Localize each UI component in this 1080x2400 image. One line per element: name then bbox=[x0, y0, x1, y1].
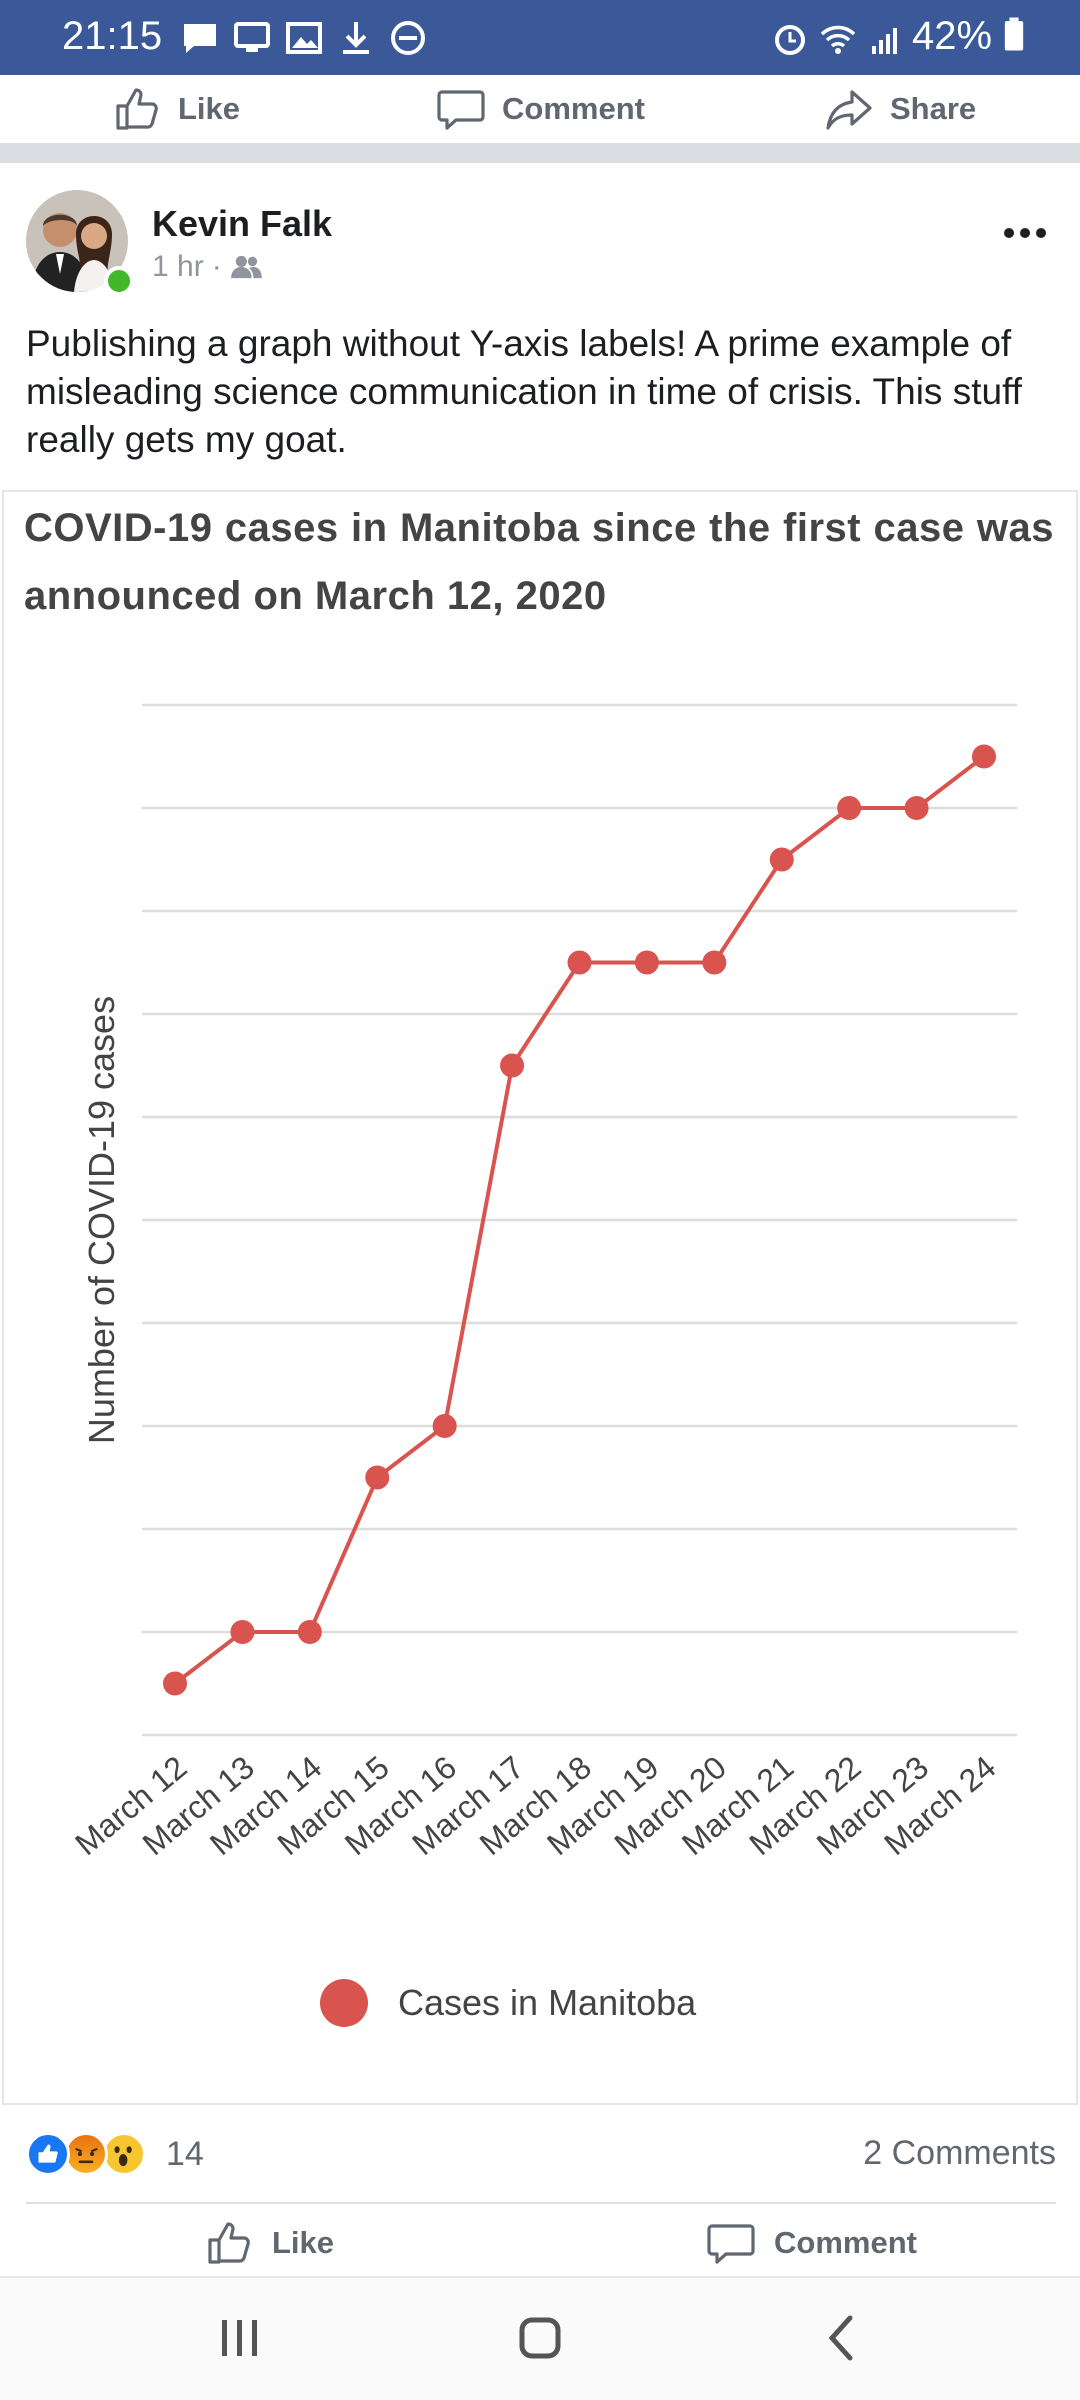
share-icon bbox=[826, 90, 872, 130]
battery-icon bbox=[1005, 17, 1024, 51]
post-text: Publishing a graph without Y-axis labels… bbox=[26, 323, 1022, 460]
thumbs-up-icon bbox=[208, 2222, 250, 2264]
do-not-disturb-icon bbox=[388, 18, 428, 58]
battery-percentage: 42% bbox=[912, 14, 993, 58]
status-bar: 21:15 42% bbox=[0, 0, 1080, 75]
legend-label: Cases in Manitoba bbox=[398, 1982, 697, 2023]
more-options-icon[interactable] bbox=[1000, 218, 1050, 248]
data-point bbox=[432, 1414, 457, 1438]
post-action-row: Like Comment bbox=[0, 2210, 1080, 2276]
angry-reaction-icon bbox=[64, 2132, 108, 2176]
home-icon[interactable] bbox=[510, 2308, 570, 2368]
data-point bbox=[500, 1053, 525, 1078]
data-point bbox=[365, 1465, 390, 1490]
alarm-icon bbox=[770, 18, 810, 58]
status-time: 21:15 bbox=[62, 14, 163, 58]
post-like-button[interactable]: Like bbox=[204, 2218, 334, 2268]
system-icons bbox=[770, 18, 906, 58]
cast-icon bbox=[232, 18, 272, 58]
post-time[interactable]: 1 hr bbox=[152, 250, 204, 283]
comment-icon bbox=[707, 2224, 755, 2264]
data-point bbox=[567, 950, 592, 975]
share-button[interactable]: Share bbox=[824, 75, 976, 143]
friends-icon bbox=[230, 255, 262, 279]
recent-apps-icon[interactable] bbox=[210, 2308, 270, 2368]
shared-image-card[interactable] bbox=[2, 490, 1078, 2105]
chat-icon bbox=[180, 18, 220, 58]
data-point bbox=[837, 796, 862, 820]
signal-icon bbox=[866, 18, 906, 58]
data-point bbox=[297, 1620, 322, 1644]
wow-reaction-icon bbox=[102, 2132, 146, 2176]
legend-marker bbox=[320, 1979, 368, 2027]
data-point bbox=[230, 1620, 255, 1644]
data-point bbox=[769, 847, 794, 872]
comments-count[interactable]: 2 Comments bbox=[863, 2134, 1056, 2172]
y-axis-label: Number of COVID-19 cases bbox=[81, 996, 122, 1444]
post-meta: 1 hr · bbox=[152, 250, 262, 284]
notification-icons bbox=[180, 18, 428, 58]
online-status-dot bbox=[104, 266, 134, 296]
battery-level: 42% bbox=[912, 14, 1025, 59]
share-label: Share bbox=[890, 91, 977, 126]
image-icon bbox=[284, 18, 324, 58]
thumbs-up-icon bbox=[116, 88, 158, 130]
back-icon[interactable] bbox=[812, 2308, 872, 2368]
top-action-row: Like Comment Share bbox=[0, 75, 1080, 143]
like-label: Like bbox=[178, 91, 241, 126]
like-reaction-icon bbox=[26, 2132, 70, 2176]
post-like-label: Like bbox=[272, 2225, 335, 2260]
meta-separator: · bbox=[211, 250, 222, 283]
data-point bbox=[634, 950, 659, 975]
download-icon bbox=[336, 18, 376, 58]
data-point bbox=[702, 950, 727, 975]
feed-divider bbox=[0, 143, 1080, 163]
comment-button[interactable]: Comment bbox=[436, 75, 645, 143]
post-comment-label: Comment bbox=[774, 2225, 917, 2260]
like-button[interactable]: Like bbox=[112, 75, 240, 143]
data-point bbox=[904, 796, 929, 820]
post-comment-button[interactable]: Comment bbox=[706, 2218, 917, 2268]
chart-title: COVID-19 cases in Manitoba since the fir… bbox=[24, 506, 1054, 618]
system-navigation-bar bbox=[0, 2276, 1080, 2400]
reaction-count: 14 bbox=[166, 2134, 204, 2173]
reactions-summary[interactable]: 14 bbox=[26, 2132, 204, 2176]
data-point bbox=[163, 1671, 187, 1696]
wifi-icon bbox=[818, 18, 858, 58]
data-point bbox=[972, 744, 996, 769]
comment-icon bbox=[437, 90, 485, 130]
author-name[interactable]: Kevin Falk bbox=[152, 203, 333, 244]
avatar[interactable] bbox=[26, 190, 128, 292]
actions-divider bbox=[26, 2202, 1056, 2204]
comment-label: Comment bbox=[502, 91, 645, 126]
